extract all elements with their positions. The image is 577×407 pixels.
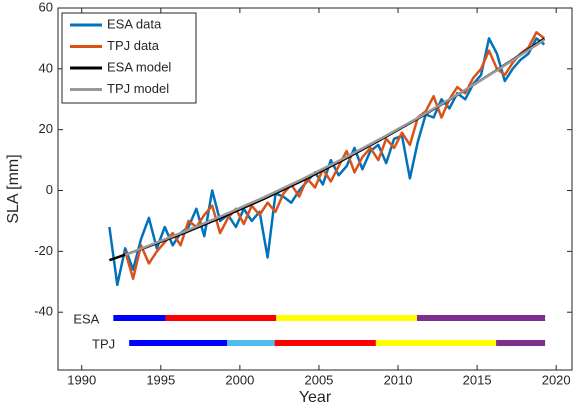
- x-tick-label: 2010: [384, 372, 413, 387]
- y-tick-label: 60: [39, 0, 53, 14]
- mission-segment: [165, 315, 277, 321]
- mission-label: TPJ: [92, 336, 115, 351]
- legend-label: ESA data: [107, 16, 162, 31]
- mission-segment: [417, 315, 546, 321]
- mission-segment: [496, 340, 546, 346]
- x-tick-label: 2015: [463, 372, 492, 387]
- legend-box: [61, 12, 197, 104]
- y-tick-label: -40: [34, 304, 53, 319]
- y-tick-label: -20: [34, 243, 53, 258]
- mission-segment: [274, 340, 376, 346]
- mission-label: ESA: [73, 311, 99, 326]
- x-tick-label: 2000: [225, 372, 254, 387]
- legend-label: ESA model: [107, 59, 171, 74]
- x-tick-label: 2005: [304, 372, 333, 387]
- mission-segment: [113, 315, 166, 321]
- x-tick-label: 1990: [67, 372, 96, 387]
- mission-segment: [375, 340, 497, 346]
- x-tick-label: 2020: [542, 372, 571, 387]
- mission-segment: [129, 340, 228, 346]
- y-tick-label: 20: [39, 121, 53, 136]
- y-tick-label: 0: [46, 182, 53, 197]
- y-tick-label: 40: [39, 60, 53, 75]
- legend-label: TPJ model: [107, 81, 169, 96]
- legend-label: TPJ data: [107, 38, 160, 53]
- x-tick-label: 1995: [146, 372, 175, 387]
- y-axis-label: SLA [mm]: [5, 154, 22, 223]
- series-line: [124, 38, 545, 257]
- mission-segment: [276, 315, 418, 321]
- mission-segment: [227, 340, 275, 346]
- x-axis-label: Year: [299, 389, 332, 406]
